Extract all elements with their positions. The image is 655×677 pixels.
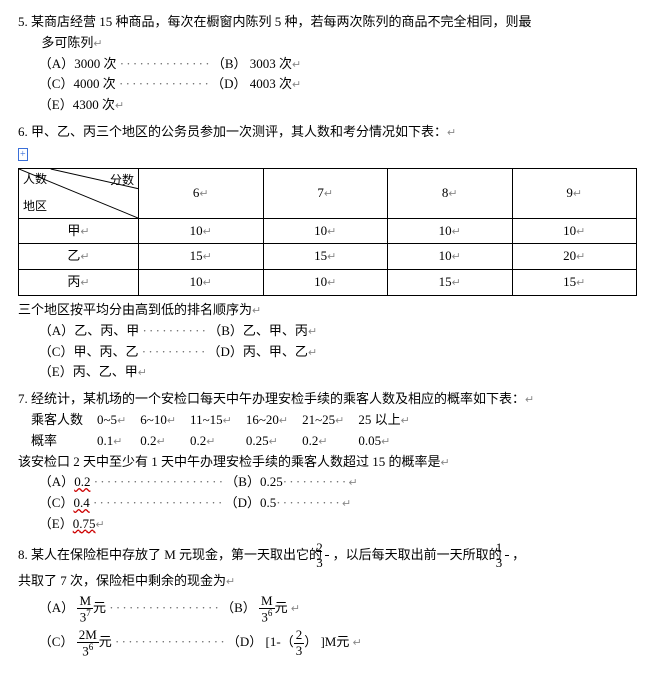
q8-opt-c: （C） 2M36元 [39,634,115,649]
q6-table: 人数 分数 地区 6↵ 7↵ 8↵ 9↵ 甲↵ 10↵ 10↵ 10↵ 10↵ … [18,168,637,296]
col-7: 7↵ [263,168,388,218]
question-6: 6. 甲、乙、丙三个地区的公务员参加一次测评，其人数和考分情况如下表：↵ + 人… [18,122,637,383]
q8-stem: 8. 某人在保险柜中存放了 M 元现金，第一天取出它的 23 ，以后每天取出前一… [18,541,637,571]
q7-opt-d: （D）0.5 [225,495,277,510]
q6-options: （A）乙、丙、甲 · · · · · · · · · · （B）乙、甲、丙↵ （… [18,321,637,383]
question-7: 7. 经统计，某机场的一个安检口每天中午办理安检手续的乘客人数及相应的概率如下表… [18,389,637,535]
q7-stem2: 该安检口 2 天中至少有 1 天中午办理安检手续的乘客人数超过 15 的概率是↵ [18,452,637,473]
q8-stem2: 共取了 7 次，保险柜中剩余的现金为↵ [18,571,637,592]
q7-opt-b: （B）0.25 [225,474,282,489]
q7-text: 经统计，某机场的一个安检口每天中午办理安检手续的乘客人数及相应的概率如下表： [31,391,525,406]
q5-text2: 多可陈列↵ [18,33,637,54]
q5-opt-a: （A）3000 次 [39,56,117,71]
q5-options: （A）3000 次 · · · · · · · · · · · · · · （B… [18,54,637,116]
q6-stem: 6. 甲、乙、丙三个地区的公务员参加一次测评，其人数和考分情况如下表：↵ [18,122,637,143]
col-8: 8↵ [388,168,513,218]
q5-opt-c: （C）4000 次 [39,76,116,91]
q6-opt-e: （E）丙、乙、甲 [39,364,138,379]
q8-opt-a: （A） M37元 [39,600,109,615]
q6-opt-b: （B）乙、甲、丙 [208,323,308,338]
row-bing: 丙↵ 10↵ 10↵ 15↵ 15↵ [19,270,637,296]
q5-stem: 5. 某商店经营 15 种商品，每次在橱窗内陈列 5 种，若每两次陈列的商品不完… [18,12,637,33]
q5-num: 5. [18,14,28,29]
q5-opt-e: （E）4300 次 [39,97,115,112]
insert-marker-icon: + [18,148,28,161]
question-5: 5. 某商店经营 15 种商品，每次在橱窗内陈列 5 种，若每两次陈列的商品不完… [18,12,637,116]
q6-opt-c: （C）甲、丙、乙 [39,344,139,359]
q6-opt-a: （A）乙、丙、甲 [39,323,139,338]
q6-after: 三个地区按平均分由高到低的排名顺序为↵ [18,300,637,321]
q7-num: 7. [18,391,28,406]
q7-table: 乘客人数 0~5↵ 6~10↵ 11~15↵ 16~20↵ 21~25↵ 25 … [31,410,424,452]
q5-opt-d: （D） 4003 次 [211,76,292,91]
q8-opt-b: （B） M36元 [221,600,291,615]
q7-options: （A）0.2 · · · · · · · · · · · · · · · · ·… [18,472,637,534]
q7-opt-a: （A）0.2 [39,474,91,489]
row-jia: 甲↵ 10↵ 10↵ 10↵ 10↵ [19,218,637,244]
q7-stem: 7. 经统计，某机场的一个安检口每天中午办理安检手续的乘客人数及相应的概率如下表… [18,389,637,410]
q8-num: 8. [18,547,28,562]
col-9: 9↵ [512,168,637,218]
frac-2-3: 23 [325,541,329,571]
q8-options: （A） M37元 · · · · · · · · · · · · · · · ·… [18,591,637,659]
q6-opt-d: （D）丙、甲、乙 [208,344,308,359]
col-6: 6↵ [139,168,264,218]
q6-num: 6. [18,124,28,139]
q7-opt-c: （C）0.4 [39,495,90,510]
q5-text1: 某商店经营 15 种商品，每次在橱窗内陈列 5 种，若每两次陈列的商品不完全相同… [31,14,532,29]
q5-opt-b: （B） 3003 次 [212,56,292,71]
q7-row-counts: 乘客人数 0~5↵ 6~10↵ 11~15↵ 16~20↵ 21~25↵ 25 … [31,410,424,431]
q7-row-prob: 概率 0.1↵ 0.2↵ 0.2↵ 0.25↵ 0.2↵ 0.05↵ [31,431,424,452]
q6-text: 甲、乙、丙三个地区的公务员参加一次测评，其人数和考分情况如下表： [31,124,447,139]
frac-1-3: 13 [505,541,509,571]
row-yi: 乙↵ 15↵ 15↵ 10↵ 20↵ [19,244,637,270]
q8-opt-d: （D） [1-（23） ]M元 [227,634,353,649]
diag-header: 人数 分数 地区 [19,168,139,218]
question-8: 8. 某人在保险柜中存放了 M 元现金，第一天取出它的 23 ，以后每天取出前一… [18,541,637,659]
q7-opt-e: （E）0.75 [39,516,96,531]
